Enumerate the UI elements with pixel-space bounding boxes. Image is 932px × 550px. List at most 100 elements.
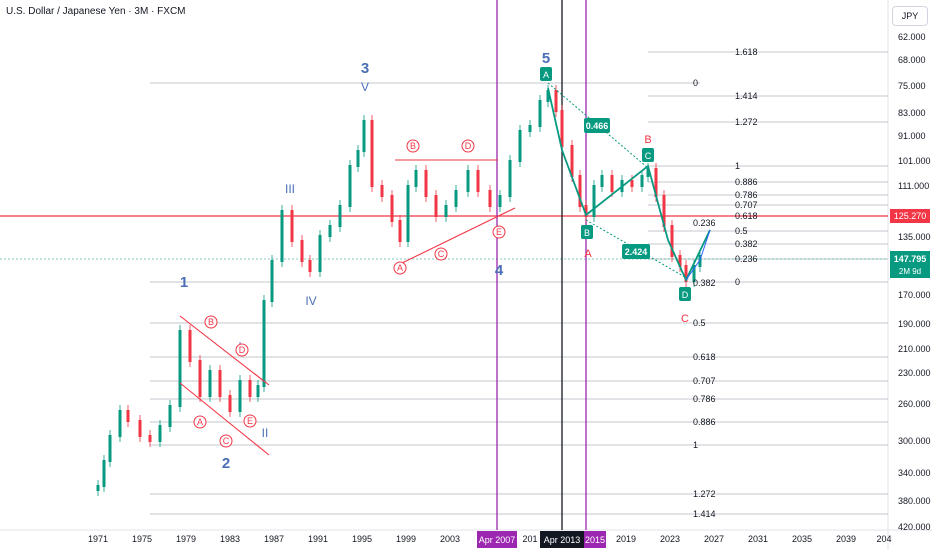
marker-2015-text: 2015 [585, 535, 605, 545]
fib-lower-1272: 1.272 [693, 489, 716, 499]
fib-small-0236: 0.236 [693, 218, 716, 228]
candle-body [424, 170, 428, 197]
fib-0236: 0.236 [735, 254, 758, 264]
hline-price-badge [890, 209, 930, 223]
marker-apr2007-text: Apr 2007 [479, 535, 516, 545]
subwave-c-1: C [223, 436, 230, 446]
candle-body [338, 205, 342, 227]
candle-body [646, 168, 650, 177]
x-tick-2023: 2023 [660, 534, 680, 544]
candle-body [318, 235, 322, 272]
candle-body [390, 195, 394, 222]
x-tick-1979: 1979 [176, 534, 196, 544]
y-tick-2: 75.000 [898, 81, 926, 91]
box-label-c: C [645, 151, 652, 161]
candle-body [188, 330, 192, 362]
y-tick-15: 380.000 [898, 496, 931, 506]
candle-body [280, 210, 284, 262]
x-tick-1995: 1995 [352, 534, 372, 544]
box-label-d: D [682, 290, 689, 300]
candle-body [528, 125, 532, 132]
candle-body [584, 205, 588, 217]
fib-1414: 1.414 [735, 91, 758, 101]
candle-body [262, 300, 266, 387]
candle-body [498, 195, 502, 207]
current-price-badge [890, 251, 930, 278]
currency-button[interactable]: JPY [892, 6, 928, 26]
fib-0618: 0.618 [735, 211, 758, 221]
current-price-text: 147.795 [894, 254, 927, 264]
wave-label-iv: IV [305, 294, 316, 308]
candle-body [126, 410, 130, 422]
wave-label-ii: II [262, 426, 269, 440]
x-tick-204: 204 [876, 534, 891, 544]
candle-body [546, 90, 550, 102]
x-tick-1999: 1999 [396, 534, 416, 544]
candle-body [630, 180, 634, 187]
candle-body [362, 120, 366, 152]
fib-1272: 1.272 [735, 117, 758, 127]
candle-body [592, 185, 596, 217]
candle-body [96, 485, 100, 491]
candle-body [108, 435, 112, 462]
y-tick-4: 91.000 [898, 131, 926, 141]
x-tick-2003: 2003 [440, 534, 460, 544]
candle-body [434, 195, 438, 217]
candle-body [348, 165, 352, 207]
subwave-d-2: D [465, 141, 472, 151]
y-tick-11: 230.000 [898, 368, 931, 378]
x-tick-1975: 1975 [132, 534, 152, 544]
candle-body [414, 170, 418, 187]
subwave-e-1: E [247, 416, 253, 426]
y-tick-0: 62.000 [898, 32, 926, 42]
candle-body [208, 370, 212, 397]
candle-body [158, 425, 162, 442]
candle-body [228, 395, 232, 412]
fib-0707: 0.707 [735, 200, 758, 210]
candle-body [290, 210, 294, 242]
y-tick-14: 340.000 [898, 468, 931, 478]
candle-body [684, 265, 688, 282]
subwave-a-2: A [397, 263, 403, 273]
marker-apr2013-badge [540, 531, 584, 548]
candle-body [328, 225, 332, 237]
candle-body [466, 170, 470, 192]
subwave-b-2: B [410, 141, 416, 151]
fib-1: 1 [735, 161, 740, 171]
candle-body [270, 260, 274, 302]
candle-body [698, 255, 702, 267]
marker-apr2013-text: Apr 2013 [544, 535, 581, 545]
hline-price-text: 125.270 [894, 211, 927, 221]
candle-body [178, 330, 182, 407]
x-tick-2035: 2035 [792, 534, 812, 544]
candle-body [692, 265, 696, 282]
wave-label-1: 1 [180, 274, 188, 291]
x-tick-1983: 1983 [220, 534, 240, 544]
candle-body [538, 100, 542, 127]
candle-body [600, 175, 604, 187]
x-tick-2039: 2039 [836, 534, 856, 544]
y-tick-3: 83.000 [898, 108, 926, 118]
x-tick-2031: 2031 [748, 534, 768, 544]
x-tick-1971: 1971 [88, 534, 108, 544]
corrective-a-label: A [584, 248, 592, 260]
candle-body [148, 435, 152, 442]
fib-0-top: 0 [693, 78, 698, 88]
candle-body [518, 130, 522, 162]
candle-body [578, 175, 582, 207]
candle-body [488, 190, 492, 207]
candle-body [560, 110, 564, 147]
candle-body [640, 175, 644, 187]
current-countdown-text: 2M 9d [899, 267, 921, 276]
x-tick-2019: 2019 [616, 534, 636, 544]
candle-body [168, 405, 172, 427]
y-tick-9: 190.000 [898, 319, 931, 329]
y-tick-5: 101.000 [898, 156, 931, 166]
candle-body [570, 145, 574, 177]
fib-lower-0618: 0.618 [693, 352, 716, 362]
subwave-e-2: E [496, 227, 502, 237]
subwave-d-1: D [239, 345, 246, 355]
wave-label-iii: III [285, 182, 295, 196]
subwave-c-2: C [438, 249, 445, 259]
